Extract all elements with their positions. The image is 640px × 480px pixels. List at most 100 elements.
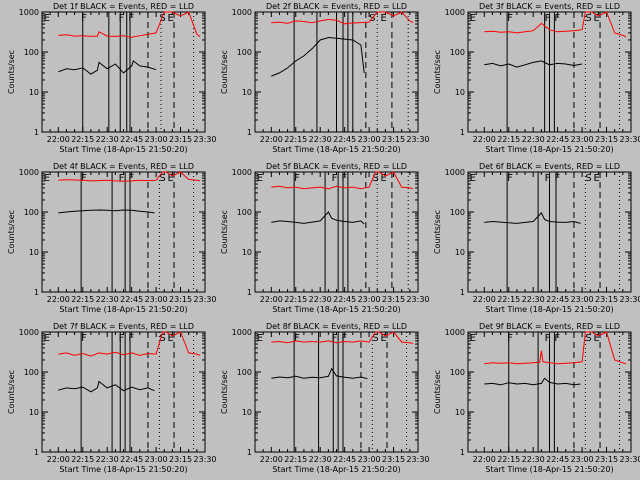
y-axis-label: Counts/sec bbox=[220, 210, 229, 254]
flag-label: E bbox=[44, 333, 50, 344]
x-tick-label: 22:15 bbox=[71, 135, 94, 144]
flag-label: F bbox=[81, 173, 87, 184]
events-series-line bbox=[484, 212, 581, 224]
flag-label: F bbox=[128, 173, 134, 184]
y-axis-label: Counts/sec bbox=[433, 50, 442, 94]
flag-label: E bbox=[257, 173, 263, 184]
y-tick-label: 10 bbox=[29, 248, 39, 257]
x-tick-label: 23:30 bbox=[406, 295, 429, 304]
flag-label: E bbox=[168, 173, 174, 184]
y-axis-label: Counts/sec bbox=[433, 370, 442, 414]
detector-panel: Det 8f BLACK = Events, RED = LLD 1 10 100 10… bbox=[220, 322, 430, 474]
x-tick-label: 22:30 bbox=[522, 135, 545, 144]
x-tick-label: 22:45 bbox=[333, 295, 356, 304]
flag-label: E bbox=[594, 13, 600, 24]
x-axis-label: Start Time (18-Apr-15 21:50:20) bbox=[272, 465, 400, 474]
y-tick-label: 1000 bbox=[19, 168, 39, 177]
y-tick-label: 100 bbox=[237, 368, 252, 377]
y-tick-label: 100 bbox=[450, 48, 465, 57]
x-tick-label: 22:30 bbox=[522, 295, 545, 304]
flag-label: F bbox=[332, 333, 338, 344]
detector-panel: Det 7f BLACK = Events, RED = LLD 1 10 100 10… bbox=[7, 322, 217, 474]
flag-label: F bbox=[545, 173, 551, 184]
y-tick-label: 1 bbox=[247, 128, 252, 137]
x-tick-label: 22:00 bbox=[260, 295, 283, 304]
y-tick-label: 100 bbox=[450, 368, 465, 377]
x-tick-label: 22:30 bbox=[96, 455, 119, 464]
lld-series-line bbox=[58, 171, 201, 182]
events-series-line bbox=[271, 211, 365, 225]
x-tick-label: 22:30 bbox=[96, 295, 119, 304]
y-axis-label: Counts/sec bbox=[220, 50, 229, 94]
x-tick-label: 23:00 bbox=[571, 295, 594, 304]
flag-label: F bbox=[294, 173, 300, 184]
x-tick-label: 22:00 bbox=[47, 135, 70, 144]
y-tick-label: 1 bbox=[460, 448, 465, 457]
x-tick-label: 22:30 bbox=[309, 455, 332, 464]
flag-label: E bbox=[44, 13, 50, 24]
x-tick-label: 22:45 bbox=[333, 455, 356, 464]
x-tick-label: 23:00 bbox=[358, 295, 381, 304]
plot-frame bbox=[254, 331, 419, 453]
panel-title: Det 8f BLACK = Events, RED = LLD bbox=[266, 322, 407, 331]
x-tick-label: 23:00 bbox=[358, 455, 381, 464]
flag-label: F bbox=[119, 173, 125, 184]
flag-label: S bbox=[372, 173, 378, 184]
flag-label: E bbox=[594, 173, 600, 184]
y-tick-label: 10 bbox=[29, 88, 39, 97]
y-tick-label: 100 bbox=[450, 208, 465, 217]
flag-label: F bbox=[341, 333, 347, 344]
flag-label: F bbox=[554, 13, 560, 24]
x-tick-label: 22:30 bbox=[309, 295, 332, 304]
y-tick-label: 1 bbox=[247, 448, 252, 457]
flag-label: F bbox=[81, 333, 87, 344]
x-tick-label: 22:45 bbox=[546, 455, 569, 464]
x-tick-label: 23:15 bbox=[169, 135, 192, 144]
x-axis-label: Start Time (18-Apr-15 21:50:20) bbox=[485, 305, 613, 314]
x-tick-label: 23:30 bbox=[619, 135, 640, 144]
panel-title: Det 7f BLACK = Events, RED = LLD bbox=[53, 322, 194, 331]
y-tick-label: 1 bbox=[247, 288, 252, 297]
flag-label: F bbox=[507, 13, 513, 24]
y-tick-label: 100 bbox=[24, 208, 39, 217]
x-tick-label: 22:30 bbox=[522, 455, 545, 464]
panel-title: Det 6f BLACK = Events, RED = LLD bbox=[479, 162, 620, 171]
x-tick-label: 23:00 bbox=[145, 295, 168, 304]
panel-title: Det 9f BLACK = Events, RED = LLD bbox=[479, 322, 620, 331]
x-tick-label: 23:00 bbox=[571, 455, 594, 464]
flag-label: S bbox=[159, 173, 165, 184]
y-tick-label: 1 bbox=[34, 288, 39, 297]
x-tick-label: 22:00 bbox=[473, 455, 496, 464]
flag-label: F bbox=[81, 13, 87, 24]
x-tick-label: 22:30 bbox=[309, 135, 332, 144]
lld-series-line bbox=[271, 171, 414, 190]
x-tick-label: 23:30 bbox=[619, 295, 640, 304]
x-tick-label: 23:30 bbox=[193, 135, 216, 144]
lld-series-line bbox=[58, 331, 201, 357]
flag-label: S bbox=[159, 13, 165, 24]
y-tick-label: 10 bbox=[242, 248, 252, 257]
events-series-line bbox=[58, 380, 155, 393]
flag-label: F bbox=[128, 333, 134, 344]
y-tick-label: 1000 bbox=[232, 328, 252, 337]
y-tick-label: 1 bbox=[460, 128, 465, 137]
x-axis-label: Start Time (18-Apr-15 21:50:20) bbox=[272, 305, 400, 314]
x-tick-label: 22:15 bbox=[497, 135, 520, 144]
y-axis-label: Counts/sec bbox=[433, 210, 442, 254]
x-tick-label: 22:15 bbox=[284, 135, 307, 144]
x-tick-label: 22:00 bbox=[47, 455, 70, 464]
y-tick-label: 100 bbox=[24, 368, 39, 377]
y-axis-label: Counts/sec bbox=[7, 370, 16, 414]
flag-label: F bbox=[507, 173, 513, 184]
y-tick-label: 10 bbox=[29, 408, 39, 417]
y-tick-label: 1000 bbox=[19, 8, 39, 17]
flag-label: E bbox=[381, 333, 387, 344]
y-tick-label: 100 bbox=[237, 208, 252, 217]
plot-frame bbox=[41, 171, 206, 293]
events-series-line bbox=[484, 60, 583, 68]
y-tick-label: 10 bbox=[455, 408, 465, 417]
detector-panel: Det 1f BLACK = Events, RED = LLD 1 10 100 10… bbox=[7, 2, 217, 154]
y-tick-label: 10 bbox=[455, 88, 465, 97]
x-tick-label: 23:00 bbox=[145, 455, 168, 464]
